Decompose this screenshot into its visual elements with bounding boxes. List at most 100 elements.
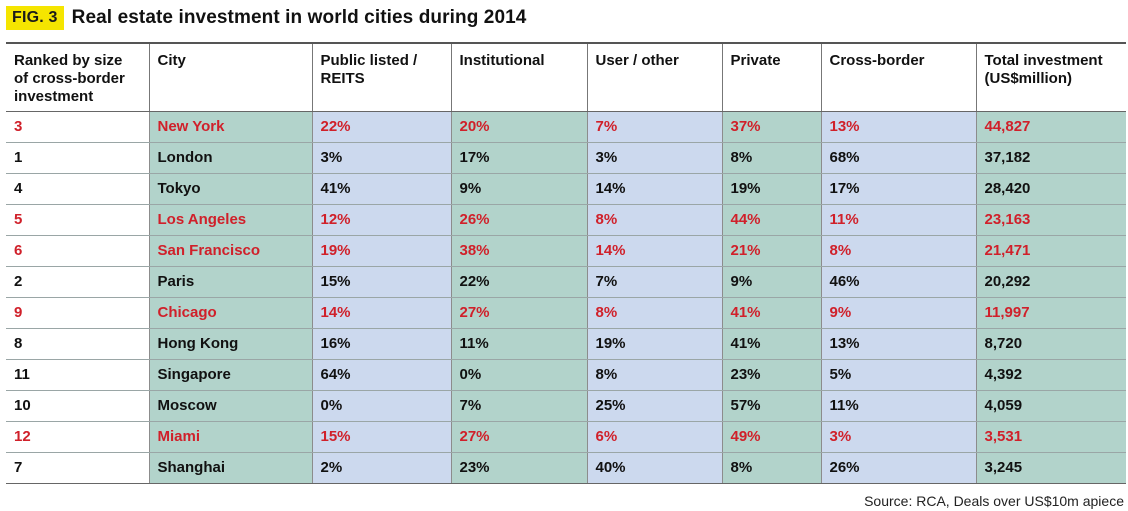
cell-private: 44% bbox=[721, 204, 821, 236]
cell-city: Miami bbox=[148, 421, 312, 453]
cell-cross-border: 3% bbox=[820, 421, 976, 453]
cell-private: 37% bbox=[721, 111, 821, 143]
cell-public-listed: 15% bbox=[311, 421, 451, 453]
cell-rank: 11 bbox=[6, 359, 149, 391]
cell-public-listed: 22% bbox=[311, 111, 451, 143]
cell-city: Hong Kong bbox=[148, 328, 312, 360]
cell-public-listed: 64% bbox=[311, 359, 451, 391]
table-row: 5 Los Angeles 12% 26% 8% 44% 11% 23,163 bbox=[6, 204, 1126, 236]
cell-total-investment: 28,420 bbox=[975, 173, 1126, 205]
cell-total-investment: 4,392 bbox=[975, 359, 1126, 391]
cell-total-investment: 23,163 bbox=[975, 204, 1126, 236]
cell-city: Tokyo bbox=[148, 173, 312, 205]
cell-institutional: 26% bbox=[450, 204, 587, 236]
cell-public-listed: 15% bbox=[311, 266, 451, 298]
cell-user-other: 14% bbox=[586, 173, 722, 205]
cell-rank: 3 bbox=[6, 111, 149, 143]
cell-cross-border: 8% bbox=[820, 235, 976, 267]
cell-public-listed: 16% bbox=[311, 328, 451, 360]
cell-public-listed: 2% bbox=[311, 452, 451, 484]
table-row: 12 Miami 15% 27% 6% 49% 3% 3,531 bbox=[6, 421, 1126, 453]
cell-institutional: 27% bbox=[450, 421, 587, 453]
cell-public-listed: 12% bbox=[311, 204, 451, 236]
cell-public-listed: 19% bbox=[311, 235, 451, 267]
cell-private: 49% bbox=[721, 421, 821, 453]
cell-private: 41% bbox=[721, 297, 821, 329]
cell-user-other: 8% bbox=[586, 359, 722, 391]
cell-institutional: 27% bbox=[450, 297, 587, 329]
header-row: Ranked by size of cross-border investmen… bbox=[6, 42, 1126, 112]
table-header: Ranked by size of cross-border investmen… bbox=[6, 42, 1126, 112]
table-row: 4 Tokyo 41% 9% 14% 19% 17% 28,420 bbox=[6, 173, 1126, 205]
cell-total-investment: 44,827 bbox=[975, 111, 1126, 143]
cell-rank: 7 bbox=[6, 452, 149, 484]
cell-user-other: 25% bbox=[586, 390, 722, 422]
cell-city: Moscow bbox=[148, 390, 312, 422]
cell-rank: 9 bbox=[6, 297, 149, 329]
cell-cross-border: 13% bbox=[820, 111, 976, 143]
cell-city: New York bbox=[148, 111, 312, 143]
figure-title: Real estate investment in world cities d… bbox=[71, 7, 527, 28]
cell-rank: 12 bbox=[6, 421, 149, 453]
cell-private: 41% bbox=[721, 328, 821, 360]
cell-institutional: 38% bbox=[450, 235, 587, 267]
cell-total-investment: 11,997 bbox=[975, 297, 1126, 329]
cell-cross-border: 17% bbox=[820, 173, 976, 205]
cell-city: San Francisco bbox=[148, 235, 312, 267]
cell-private: 23% bbox=[721, 359, 821, 391]
table-row: 2 Paris 15% 22% 7% 9% 46% 20,292 bbox=[6, 266, 1126, 298]
cell-user-other: 40% bbox=[586, 452, 722, 484]
header-cross-border: Cross-border bbox=[820, 42, 976, 112]
cell-private: 21% bbox=[721, 235, 821, 267]
cell-private: 8% bbox=[721, 142, 821, 174]
cell-city: Los Angeles bbox=[148, 204, 312, 236]
figure-header: FIG. 3 Real estate investment in world c… bbox=[6, 4, 526, 32]
cell-rank: 10 bbox=[6, 390, 149, 422]
cell-private: 8% bbox=[721, 452, 821, 484]
table-row: 6 San Francisco 19% 38% 14% 21% 8% 21,471 bbox=[6, 235, 1126, 267]
cell-cross-border: 9% bbox=[820, 297, 976, 329]
cell-public-listed: 41% bbox=[311, 173, 451, 205]
cell-institutional: 23% bbox=[450, 452, 587, 484]
cell-rank: 5 bbox=[6, 204, 149, 236]
cell-rank: 2 bbox=[6, 266, 149, 298]
cell-user-other: 8% bbox=[586, 204, 722, 236]
table-row: 8 Hong Kong 16% 11% 19% 41% 13% 8,720 bbox=[6, 328, 1126, 360]
header-user-other: User / other bbox=[586, 42, 722, 112]
cell-user-other: 7% bbox=[586, 266, 722, 298]
cell-rank: 6 bbox=[6, 235, 149, 267]
cell-total-investment: 20,292 bbox=[975, 266, 1126, 298]
table-row: 7 Shanghai 2% 23% 40% 8% 26% 3,245 bbox=[6, 452, 1126, 484]
cell-private: 9% bbox=[721, 266, 821, 298]
header-rank: Ranked by size of cross-border investmen… bbox=[6, 42, 149, 112]
figure-badge: FIG. 3 bbox=[6, 6, 64, 30]
cell-total-investment: 3,531 bbox=[975, 421, 1126, 453]
cell-city: Singapore bbox=[148, 359, 312, 391]
cell-institutional: 22% bbox=[450, 266, 587, 298]
table-row: 9 Chicago 14% 27% 8% 41% 9% 11,997 bbox=[6, 297, 1126, 329]
cell-cross-border: 26% bbox=[820, 452, 976, 484]
table-row: 1 London 3% 17% 3% 8% 68% 37,182 bbox=[6, 142, 1126, 174]
cell-user-other: 7% bbox=[586, 111, 722, 143]
cell-city: Shanghai bbox=[148, 452, 312, 484]
table-row: 3 New York 22% 20% 7% 37% 13% 44,827 bbox=[6, 111, 1126, 143]
cell-rank: 4 bbox=[6, 173, 149, 205]
cell-city: London bbox=[148, 142, 312, 174]
table-row: 11 Singapore 64% 0% 8% 23% 5% 4,392 bbox=[6, 359, 1126, 391]
cell-total-investment: 8,720 bbox=[975, 328, 1126, 360]
cell-user-other: 3% bbox=[586, 142, 722, 174]
cell-total-investment: 3,245 bbox=[975, 452, 1126, 484]
header-public-listed: Public listed / REITS bbox=[311, 42, 451, 112]
source-note: Source: RCA, Deals over US$10m apiece bbox=[864, 493, 1124, 509]
cell-public-listed: 3% bbox=[311, 142, 451, 174]
table-body: 3 New York 22% 20% 7% 37% 13% 44,827 1 London 3% 17… bbox=[6, 111, 1126, 484]
header-city: City bbox=[148, 42, 312, 112]
cell-institutional: 0% bbox=[450, 359, 587, 391]
cell-institutional: 11% bbox=[450, 328, 587, 360]
investment-table: Ranked by size of cross-border investmen… bbox=[6, 42, 1126, 484]
cell-institutional: 9% bbox=[450, 173, 587, 205]
cell-rank: 1 bbox=[6, 142, 149, 174]
cell-cross-border: 11% bbox=[820, 204, 976, 236]
cell-total-investment: 37,182 bbox=[975, 142, 1126, 174]
header-private: Private bbox=[721, 42, 821, 112]
